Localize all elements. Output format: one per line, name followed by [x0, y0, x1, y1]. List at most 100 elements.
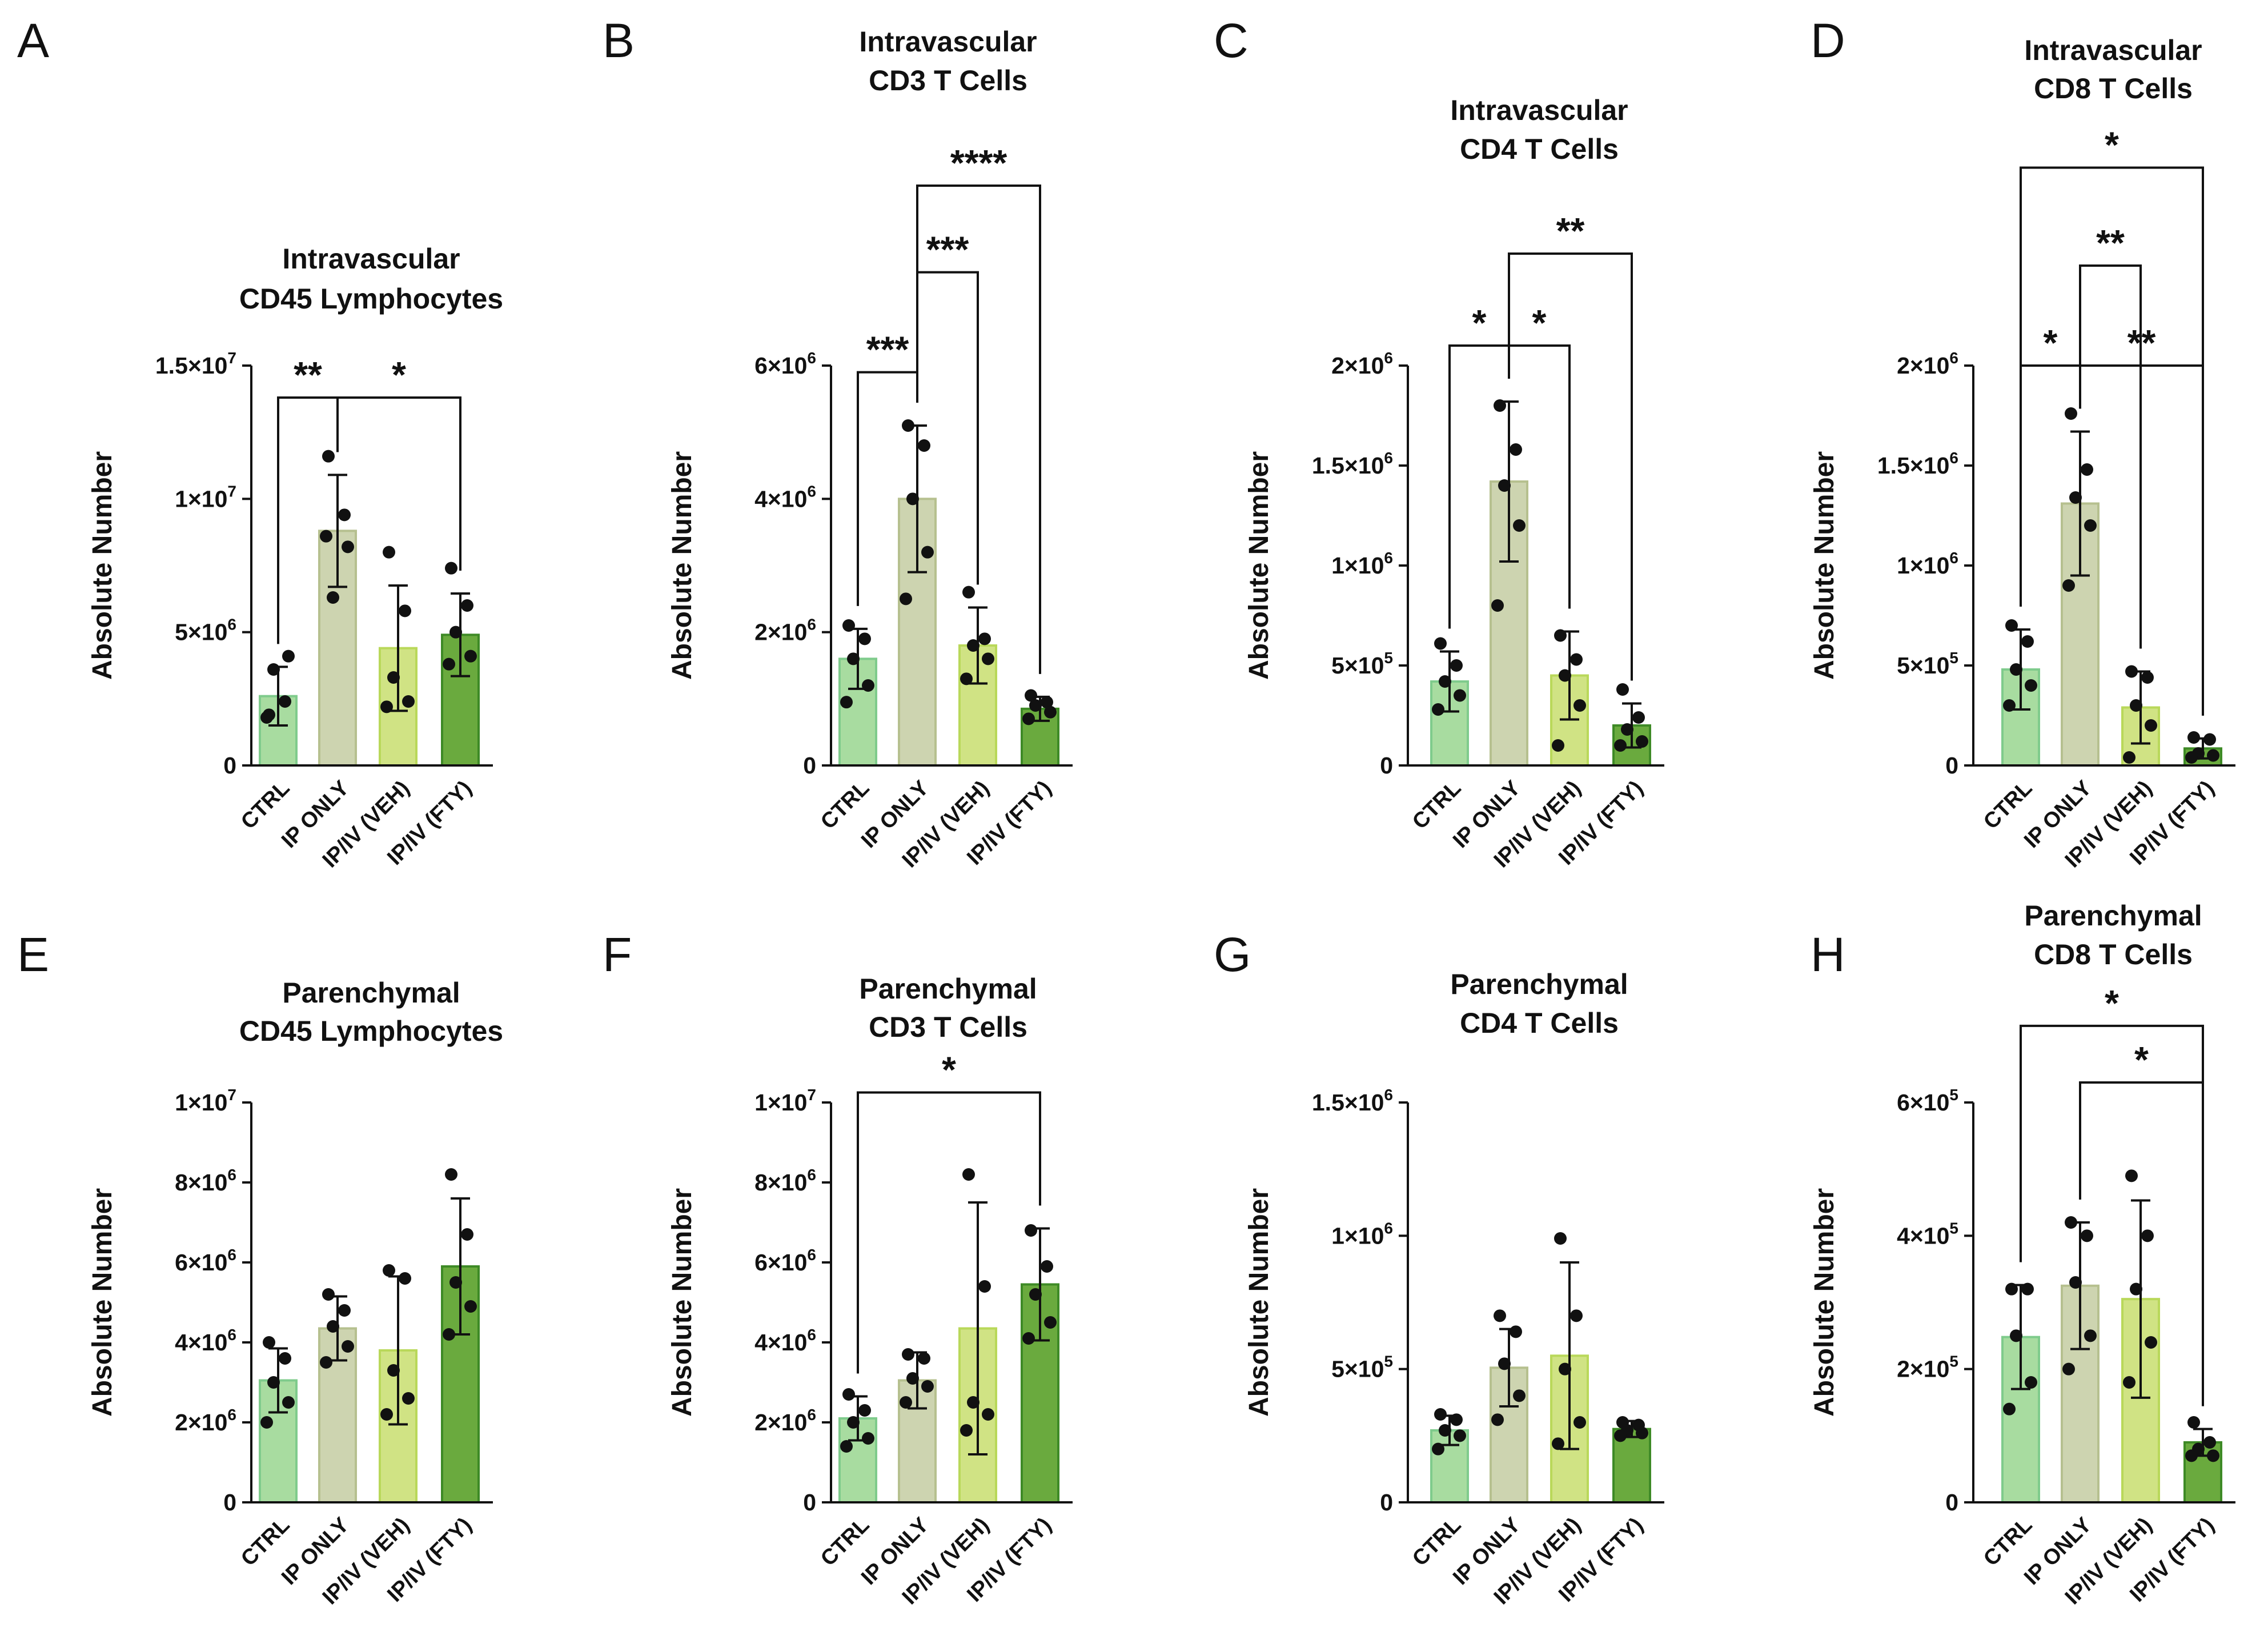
- data-point: [1636, 1426, 1648, 1440]
- data-point: [464, 1300, 477, 1313]
- data-point: [402, 695, 415, 708]
- y-tick-mantissa: 2×10: [754, 1409, 807, 1436]
- y-tick-mantissa: 6×10: [754, 352, 807, 379]
- data-point: [1614, 1429, 1627, 1442]
- data-point: [1450, 659, 1463, 672]
- data-point: [858, 1404, 871, 1417]
- data-point: [1044, 705, 1057, 719]
- data-point: [327, 1320, 339, 1333]
- data-point: [862, 1432, 874, 1445]
- y-tick-label: 5×106: [175, 616, 236, 645]
- data-point: [962, 586, 975, 599]
- data-point: [327, 591, 339, 604]
- significance-label: *: [1472, 302, 1487, 343]
- x-category-label: CTRL: [1979, 1513, 2037, 1571]
- y-tick-mantissa: 1×10: [754, 1089, 807, 1116]
- x-category-label: CTRL: [816, 1513, 874, 1571]
- significance-bracket: [2079, 264, 2142, 649]
- data-point: [2125, 1169, 2138, 1182]
- data-point: [1025, 689, 1037, 702]
- y-tick-exponent: 6: [227, 1246, 236, 1264]
- y-tick-label: 6×106: [175, 1246, 236, 1276]
- y-tick-label: 1.5×106: [1312, 449, 1393, 479]
- data-point: [2203, 733, 2216, 746]
- data-point: [967, 639, 980, 652]
- data-point: [918, 1352, 930, 1365]
- y-tick-label: 0: [1945, 1489, 1958, 1515]
- data-point: [267, 663, 280, 676]
- significance-bracket: [857, 1091, 1041, 1374]
- y-axis-label: Absolute Number: [667, 451, 697, 680]
- y-tick-mantissa: 5×10: [1331, 652, 1384, 679]
- significance-label: *: [2134, 1039, 2149, 1080]
- y-tick-exponent: 6: [1384, 1086, 1393, 1104]
- data-point: [862, 679, 874, 692]
- data-point: [282, 1396, 295, 1409]
- data-point: [1570, 653, 1583, 666]
- data-point: [320, 530, 332, 543]
- chart-title-line: CD3 T Cells: [869, 1011, 1027, 1043]
- data-point: [2207, 749, 2219, 762]
- data-point: [847, 652, 860, 665]
- y-axis-label: Absolute Number: [1244, 451, 1274, 680]
- chart-title-line: Intravascular: [282, 243, 460, 275]
- x-category-label: CTRL: [236, 776, 294, 834]
- data-point: [840, 1440, 853, 1453]
- y-tick-label: 0: [1380, 752, 1393, 779]
- data-point: [2081, 1229, 2093, 1242]
- y-tick-label: 5×105: [1331, 649, 1393, 679]
- data-point: [900, 1396, 912, 1409]
- data-point: [399, 1272, 411, 1285]
- y-tick-mantissa: 1.5×10: [155, 352, 228, 379]
- chart-title-line: CD4 T Cells: [1460, 133, 1619, 165]
- y-tick-exponent: 6: [1384, 449, 1393, 467]
- y-tick-mantissa: 1×10: [175, 486, 227, 512]
- data-point: [342, 1340, 354, 1353]
- data-point: [449, 1276, 462, 1289]
- data-point: [2069, 491, 2082, 504]
- data-point: [1454, 689, 1466, 702]
- x-category-label: CTRL: [1408, 776, 1466, 834]
- y-tick-label: 6×106: [754, 349, 816, 379]
- data-point: [982, 1408, 994, 1421]
- data-point: [1494, 1309, 1506, 1322]
- data-point: [387, 1364, 400, 1377]
- y-tick-label: 1×106: [1331, 1219, 1393, 1249]
- data-point: [2203, 1436, 2216, 1449]
- data-point: [322, 450, 335, 463]
- data-point: [840, 696, 853, 709]
- y-tick-mantissa: 1×10: [1331, 1222, 1384, 1249]
- y-tick-label: 2×106: [1897, 349, 1958, 379]
- y-tick-exponent: 6: [807, 1406, 816, 1424]
- y-tick-label: 8×106: [175, 1166, 236, 1196]
- y-tick-label: 1×106: [1897, 549, 1958, 579]
- y-tick-exponent: 6: [1949, 549, 1958, 567]
- data-point: [1498, 479, 1511, 492]
- y-tick-label: 0: [223, 1489, 236, 1515]
- data-point: [383, 546, 395, 559]
- significance-label: **: [294, 354, 322, 395]
- data-point: [461, 1228, 473, 1241]
- data-point: [2123, 1376, 2135, 1389]
- y-tick-label: 0: [223, 752, 236, 779]
- y-tick-mantissa: 0: [1945, 752, 1958, 779]
- data-point: [2145, 1336, 2157, 1349]
- significance-bracket: [336, 396, 461, 571]
- data-point: [1552, 1437, 1564, 1450]
- y-tick-exponent: 6: [807, 616, 816, 633]
- data-point: [962, 1168, 975, 1181]
- data-point: [842, 1388, 855, 1401]
- data-point: [402, 1392, 415, 1405]
- data-point: [2069, 1276, 2082, 1289]
- significance-bracket: [2020, 166, 2204, 716]
- data-point: [342, 540, 354, 554]
- data-point: [260, 1416, 273, 1429]
- y-tick-mantissa: 0: [1380, 1489, 1393, 1515]
- data-point: [1573, 699, 1586, 712]
- data-point: [2003, 1402, 2016, 1416]
- data-point: [906, 492, 919, 506]
- y-axis-label: Absolute Number: [667, 1188, 697, 1417]
- y-tick-label: 4×106: [175, 1326, 236, 1356]
- data-point: [847, 1416, 860, 1429]
